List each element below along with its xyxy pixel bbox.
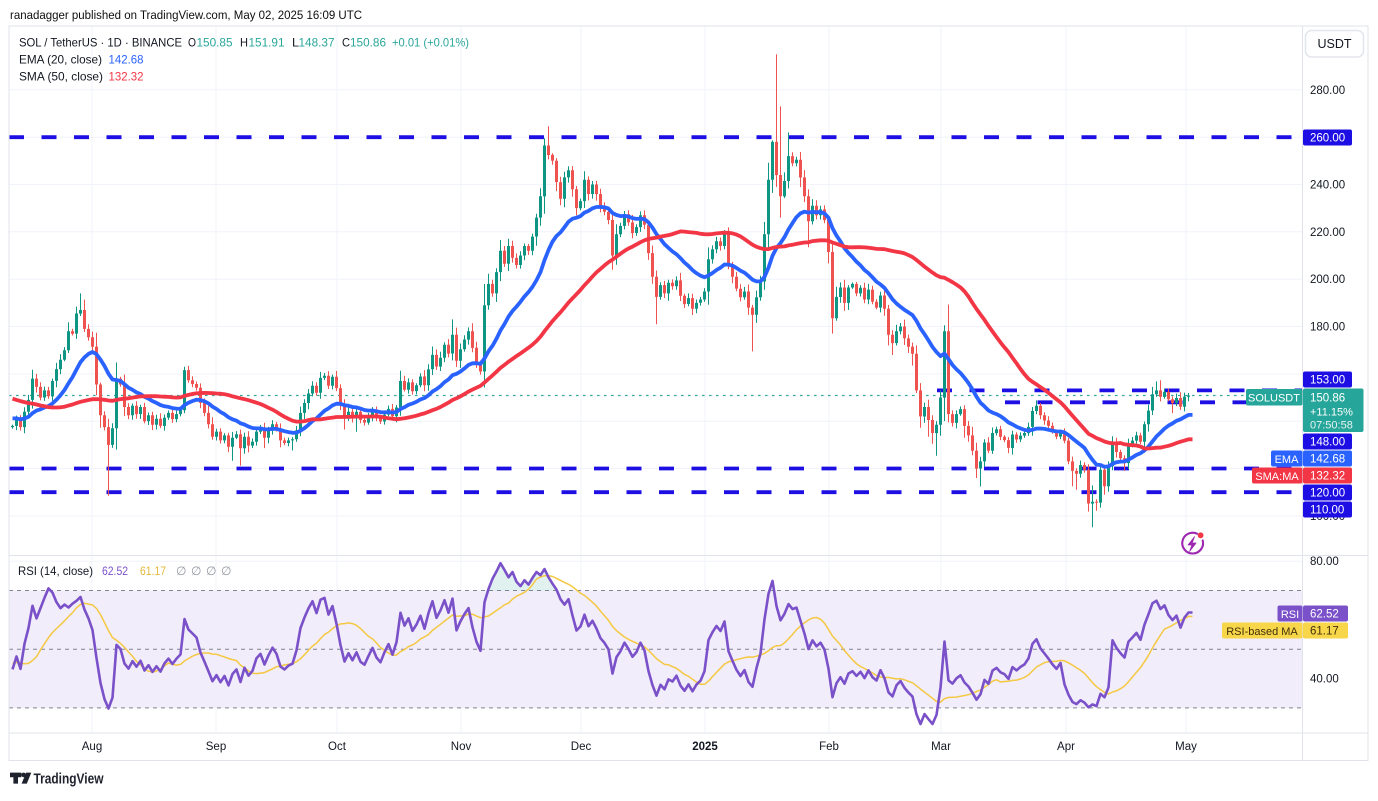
svg-text:SMA (50, close): SMA (50, close) bbox=[19, 70, 103, 84]
svg-text:Dec: Dec bbox=[571, 741, 592, 753]
svg-text:Feb: Feb bbox=[819, 741, 839, 753]
svg-text:+0.01 (+0.01%): +0.01 (+0.01%) bbox=[392, 36, 469, 50]
svg-text:Nov: Nov bbox=[451, 741, 472, 753]
svg-text:∅: ∅ bbox=[206, 564, 216, 578]
svg-text:Oct: Oct bbox=[328, 741, 347, 753]
svg-text:C: C bbox=[342, 36, 350, 50]
svg-text:142.68: 142.68 bbox=[109, 53, 144, 67]
svg-text:USDT: USDT bbox=[1317, 37, 1351, 51]
svg-text:EMA (20, close): EMA (20, close) bbox=[19, 53, 102, 67]
svg-text:62.52: 62.52 bbox=[1310, 609, 1339, 621]
svg-text:61.17: 61.17 bbox=[1310, 626, 1339, 638]
svg-text:Aug: Aug bbox=[82, 741, 102, 753]
svg-text:148.00: 148.00 bbox=[1310, 437, 1345, 449]
svg-text:May: May bbox=[1175, 741, 1197, 753]
svg-text:O: O bbox=[188, 36, 196, 50]
svg-text:80.00: 80.00 bbox=[1310, 556, 1339, 568]
svg-text:62.52: 62.52 bbox=[102, 564, 128, 578]
svg-text:Mar: Mar bbox=[931, 741, 951, 753]
svg-text:200.00: 200.00 bbox=[1310, 274, 1345, 286]
svg-text:Apr: Apr bbox=[1057, 741, 1075, 753]
svg-text:61.17: 61.17 bbox=[140, 564, 166, 578]
svg-text:2025: 2025 bbox=[692, 741, 718, 753]
svg-text:+11.15%: +11.15% bbox=[1310, 407, 1353, 419]
svg-text:L: L bbox=[292, 36, 299, 50]
svg-text:SOLUSDT: SOLUSDT bbox=[1248, 393, 1300, 405]
svg-text:220.00: 220.00 bbox=[1310, 227, 1345, 239]
svg-text:40.00: 40.00 bbox=[1310, 674, 1339, 686]
svg-text:H: H bbox=[240, 36, 248, 50]
svg-text:280.00: 280.00 bbox=[1310, 85, 1345, 97]
svg-text:∅: ∅ bbox=[221, 564, 231, 578]
svg-text:120.00: 120.00 bbox=[1310, 488, 1345, 500]
svg-text:EMA: EMA bbox=[1275, 454, 1300, 466]
svg-text:153.00: 153.00 bbox=[1310, 375, 1345, 387]
svg-text:Sep: Sep bbox=[206, 741, 226, 753]
svg-text:132.32: 132.32 bbox=[109, 70, 144, 84]
svg-text:148.37: 148.37 bbox=[299, 36, 335, 50]
svg-text:ranadagger published on Tradin: ranadagger published on TradingView.com,… bbox=[10, 8, 362, 22]
svg-text:∅: ∅ bbox=[191, 564, 201, 578]
svg-text:RSI-based MA: RSI-based MA bbox=[1226, 626, 1298, 638]
svg-text:∅: ∅ bbox=[176, 564, 186, 578]
svg-text:260.00: 260.00 bbox=[1310, 133, 1345, 145]
svg-text:150.85: 150.85 bbox=[197, 36, 233, 50]
svg-text:150.86: 150.86 bbox=[350, 36, 386, 50]
svg-text:132.32: 132.32 bbox=[1310, 471, 1345, 483]
svg-text:180.00: 180.00 bbox=[1310, 322, 1345, 334]
svg-text:150.86: 150.86 bbox=[1310, 393, 1345, 405]
svg-text:240.00: 240.00 bbox=[1310, 180, 1345, 192]
svg-text:SOL / TetherUS · 1D · BINANCE: SOL / TetherUS · 1D · BINANCE bbox=[19, 36, 182, 50]
svg-text:RSI (14, close): RSI (14, close) bbox=[18, 564, 93, 578]
svg-text:151.91: 151.91 bbox=[249, 36, 285, 50]
svg-text:142.68: 142.68 bbox=[1310, 454, 1345, 466]
svg-text:RSI: RSI bbox=[1281, 609, 1299, 621]
svg-text:07:50:58: 07:50:58 bbox=[1310, 420, 1353, 432]
svg-text:SMA:MA: SMA:MA bbox=[1255, 471, 1299, 483]
svg-text:TradingView: TradingView bbox=[34, 772, 105, 788]
svg-text:110.00: 110.00 bbox=[1310, 505, 1344, 517]
